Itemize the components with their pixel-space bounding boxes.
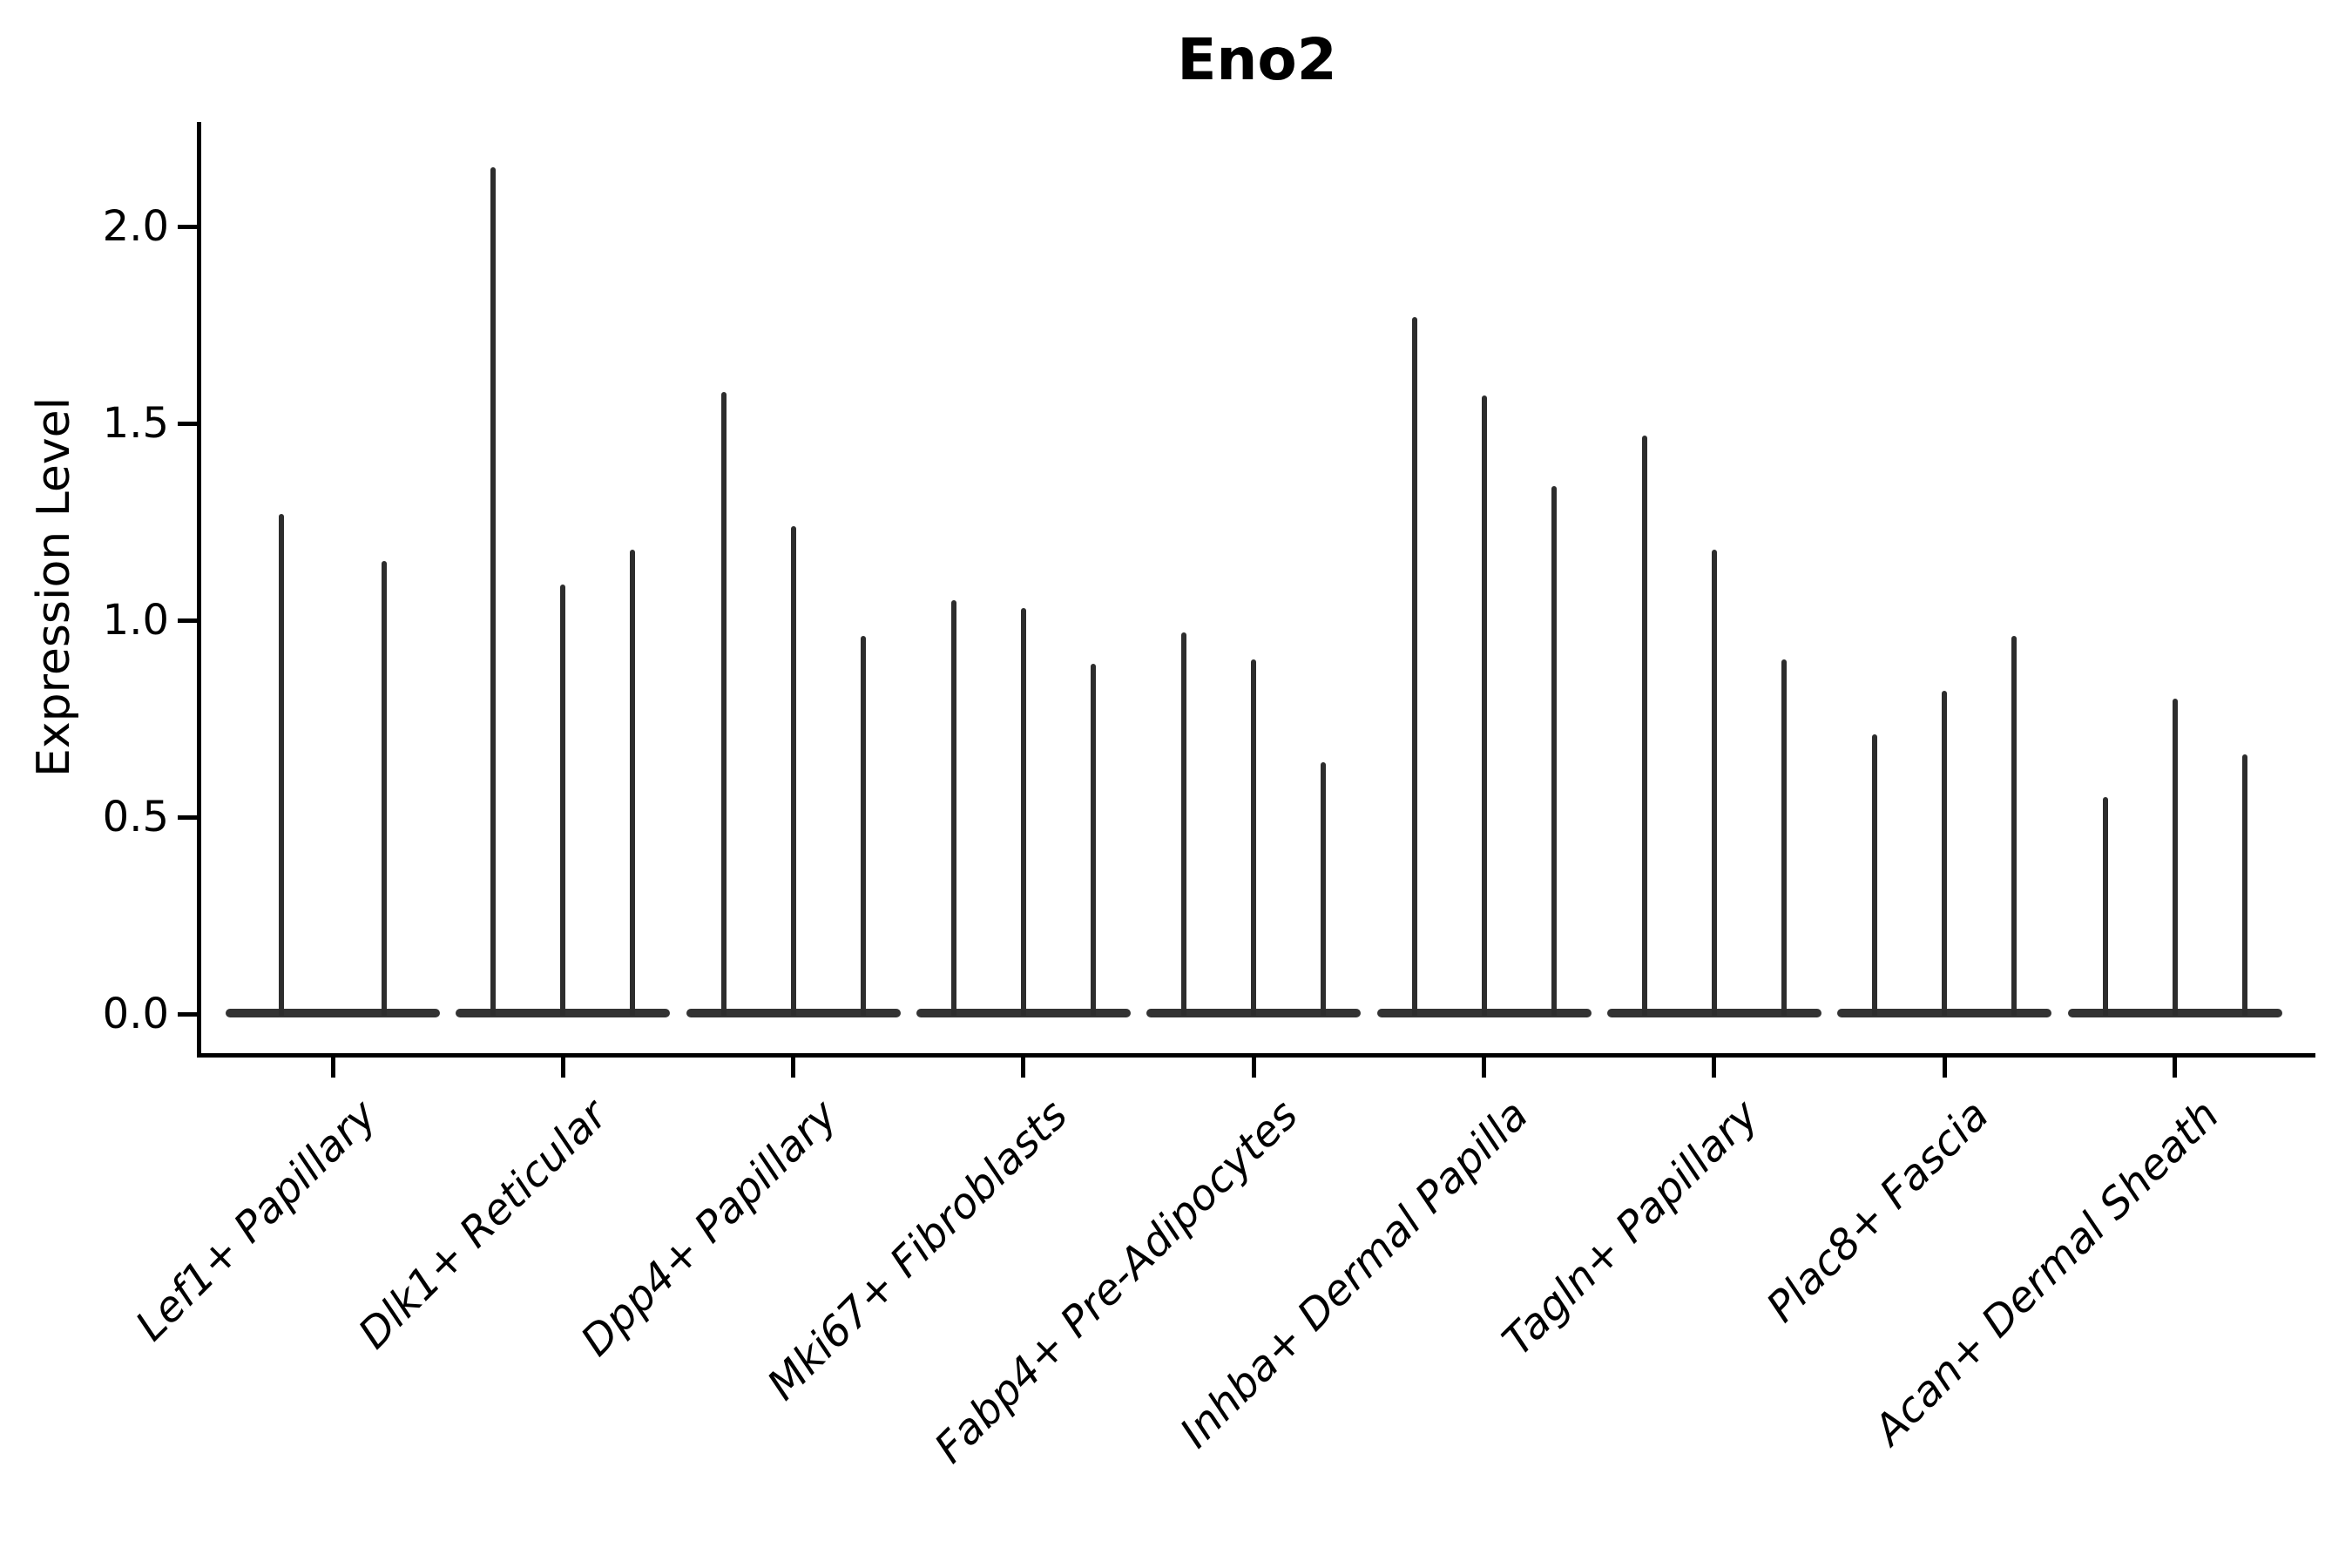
violin-spike: [1551, 486, 1557, 1016]
violin-spike: [1481, 395, 1487, 1016]
y-tick-mark: [178, 618, 199, 623]
x-axis-spine: [197, 1053, 2315, 1058]
x-tick-mark: [1482, 1055, 1487, 1078]
y-tick-mark: [178, 224, 199, 229]
y-tick-label: 1.0: [102, 596, 169, 645]
violin-spike: [1251, 659, 1257, 1016]
x-tick-mark: [560, 1055, 565, 1078]
violin-spike: [2172, 699, 2178, 1016]
x-tick-label: Lef1+ Papillary: [126, 1091, 387, 1351]
x-tick-mark: [1021, 1055, 1026, 1078]
violin-spike: [1872, 734, 1878, 1016]
plot-title: Eno2: [1177, 26, 1337, 93]
violin-spike: [560, 585, 566, 1016]
x-tick-label: Plac8+ Fascia: [1757, 1091, 1998, 1332]
violin-spike: [1090, 663, 1096, 1016]
violin-spike: [1711, 549, 1717, 1016]
violin-spike: [382, 561, 387, 1016]
x-tick-label: Tagln+ Papillary: [1493, 1091, 1768, 1366]
violin-spike: [1181, 632, 1187, 1016]
y-axis-label: Expression Level: [28, 396, 80, 778]
violin-spike: [790, 525, 796, 1016]
violin-spike: [2241, 754, 2247, 1016]
violin-base: [226, 1009, 440, 1017]
y-tick-label: 1.5: [102, 399, 169, 448]
violin-spike: [1020, 608, 1026, 1016]
violin-spike: [630, 549, 636, 1016]
x-tick-mark: [1942, 1055, 1947, 1078]
violin-spike: [720, 391, 727, 1016]
y-tick-label: 0.5: [102, 793, 169, 841]
violin-spike: [1321, 761, 1327, 1016]
violin-spike: [1781, 659, 1787, 1016]
violin-spike: [1942, 691, 1948, 1016]
y-axis-spine: [197, 122, 201, 1058]
x-tick-label: Dpp4+ Papillary: [571, 1091, 848, 1366]
violin-spike: [490, 167, 497, 1016]
y-tick-mark: [178, 814, 199, 820]
violin-spike: [950, 600, 956, 1016]
x-tick-mark: [1712, 1055, 1717, 1078]
x-tick-mark: [2173, 1055, 2178, 1078]
violin-spike: [2011, 636, 2017, 1016]
violin-spike: [1411, 316, 1417, 1016]
y-tick-mark: [178, 421, 199, 426]
y-tick-mark: [178, 1011, 199, 1017]
x-tick-label: Dlk1+ Reticular: [348, 1091, 617, 1359]
x-tick-mark: [791, 1055, 796, 1078]
x-tick-mark: [330, 1055, 335, 1078]
violin-spike: [279, 513, 284, 1016]
violin-spike: [860, 636, 866, 1016]
y-tick-label: 2.0: [102, 202, 169, 251]
x-tick-mark: [1251, 1055, 1256, 1078]
y-tick-label: 0.0: [102, 990, 169, 1038]
violin-spike: [1641, 435, 1647, 1016]
x-tick-label: Fabp4+ Pre-Adipocytes: [925, 1091, 1308, 1473]
violin-spike: [2102, 797, 2108, 1016]
